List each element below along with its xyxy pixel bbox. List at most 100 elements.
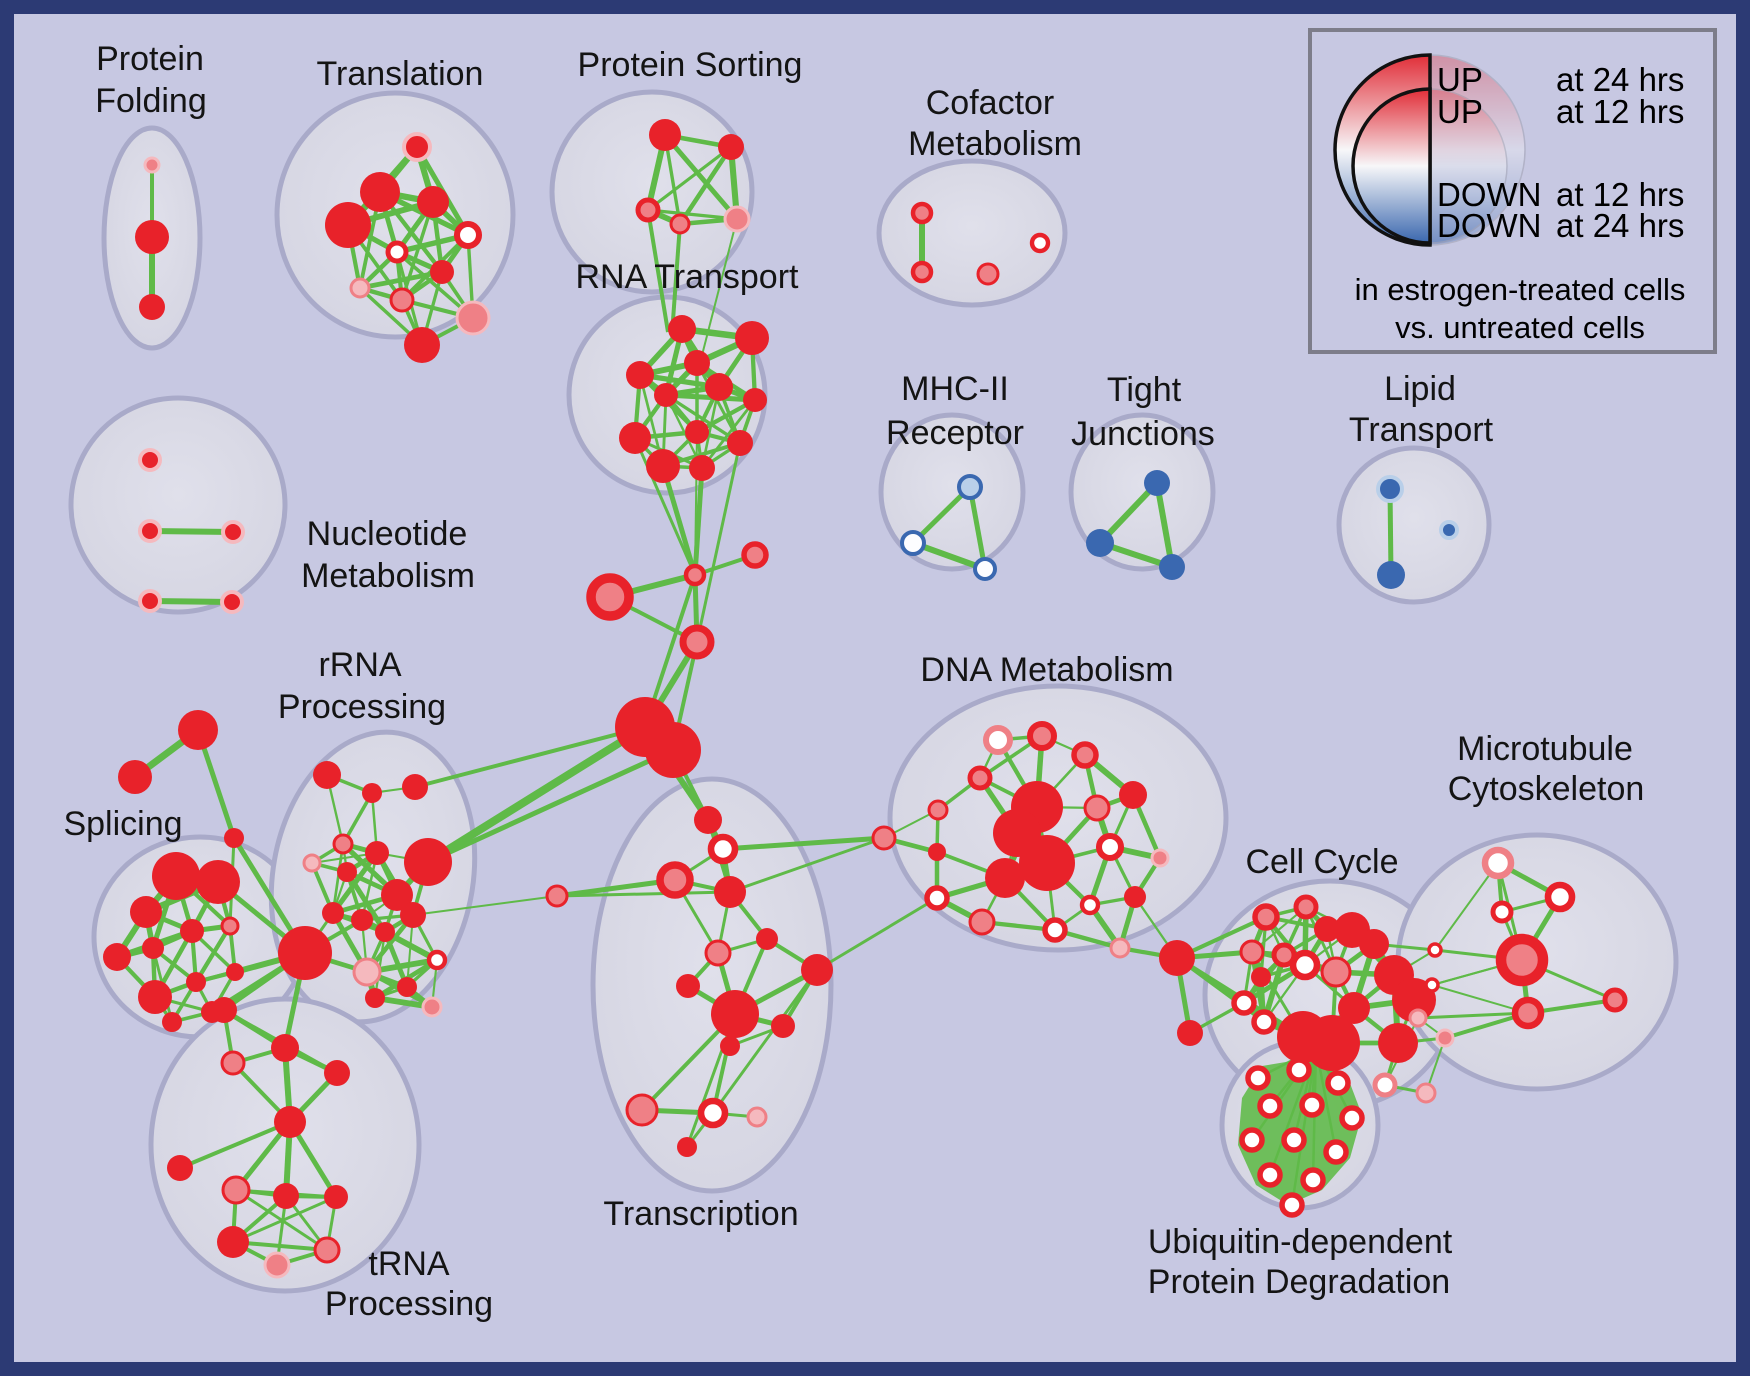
network-node[interactable] xyxy=(118,760,152,794)
network-node[interactable] xyxy=(705,373,733,401)
network-node[interactable] xyxy=(967,765,993,791)
network-node[interactable] xyxy=(645,722,701,778)
network-node[interactable] xyxy=(1314,916,1340,942)
network-node[interactable] xyxy=(1119,781,1147,809)
network-node[interactable] xyxy=(1495,933,1549,987)
network-node[interactable] xyxy=(332,833,354,855)
network-node[interactable] xyxy=(453,220,483,250)
network-node[interactable] xyxy=(397,977,417,997)
network-node[interactable] xyxy=(152,852,200,900)
network-node[interactable] xyxy=(302,853,322,873)
network-node[interactable] xyxy=(362,783,382,803)
network-node[interactable] xyxy=(685,420,709,444)
network-node[interactable] xyxy=(360,172,400,212)
network-node[interactable] xyxy=(697,1097,729,1129)
network-node[interactable] xyxy=(927,799,949,821)
network-node[interactable] xyxy=(426,949,448,971)
network-node[interactable] xyxy=(1339,1105,1365,1131)
network-node[interactable] xyxy=(1279,1192,1305,1218)
network-node[interactable] xyxy=(313,761,341,789)
network-node[interactable] xyxy=(735,321,769,355)
network-node[interactable] xyxy=(1083,794,1111,822)
network-node[interactable] xyxy=(226,963,244,981)
network-node[interactable] xyxy=(677,1137,697,1157)
network-node[interactable] xyxy=(196,860,240,904)
network-node[interactable] xyxy=(924,885,950,911)
network-node[interactable] xyxy=(337,862,357,882)
network-node[interactable] xyxy=(1281,1127,1307,1153)
network-node[interactable] xyxy=(278,926,332,980)
network-node[interactable] xyxy=(220,590,244,614)
network-node[interactable] xyxy=(707,833,739,865)
network-node[interactable] xyxy=(1427,942,1443,958)
network-node[interactable] xyxy=(220,916,240,936)
network-node[interactable] xyxy=(756,928,778,950)
network-node[interactable] xyxy=(404,327,440,363)
network-node[interactable] xyxy=(385,240,409,264)
network-node[interactable] xyxy=(400,902,426,928)
network-node[interactable] xyxy=(801,954,833,986)
network-node[interactable] xyxy=(1029,232,1051,254)
network-node[interactable] xyxy=(1359,929,1389,959)
network-node[interactable] xyxy=(684,350,710,376)
network-node[interactable] xyxy=(1252,903,1280,931)
network-node[interactable] xyxy=(1392,978,1436,1022)
network-node[interactable] xyxy=(186,972,206,992)
network-node[interactable] xyxy=(743,388,767,412)
network-node[interactable] xyxy=(741,541,769,569)
network-node[interactable] xyxy=(683,563,707,587)
network-node[interactable] xyxy=(375,922,395,942)
network-node[interactable] xyxy=(646,449,680,483)
network-node[interactable] xyxy=(910,201,934,225)
network-node[interactable] xyxy=(138,519,162,543)
network-node[interactable] xyxy=(1511,996,1545,1030)
network-node[interactable] xyxy=(455,300,491,336)
network-node[interactable] xyxy=(1323,1139,1349,1165)
network-node[interactable] xyxy=(324,1185,348,1209)
network-node[interactable] xyxy=(1289,949,1321,981)
network-node[interactable] xyxy=(274,1106,306,1138)
network-node[interactable] xyxy=(771,1014,795,1038)
network-node[interactable] xyxy=(1304,1015,1360,1071)
network-node[interactable] xyxy=(985,858,1025,898)
network-node[interactable] xyxy=(910,260,934,284)
network-node[interactable] xyxy=(404,838,452,886)
network-node[interactable] xyxy=(389,287,415,313)
network-node[interactable] xyxy=(1257,1162,1283,1188)
network-node[interactable] xyxy=(142,937,164,959)
network-node[interactable] xyxy=(1338,992,1370,1024)
network-node[interactable] xyxy=(1027,721,1057,751)
network-node[interactable] xyxy=(138,589,162,613)
network-node[interactable] xyxy=(1239,939,1265,965)
network-node[interactable] xyxy=(545,884,569,908)
network-node[interactable] xyxy=(1042,917,1068,943)
network-node[interactable] xyxy=(689,455,715,481)
network-node[interactable] xyxy=(1325,1070,1351,1096)
network-node[interactable] xyxy=(224,828,244,848)
network-node[interactable] xyxy=(1320,956,1352,988)
network-node[interactable] xyxy=(973,557,997,581)
network-node[interactable] xyxy=(626,361,654,389)
network-node[interactable] xyxy=(1299,1092,1325,1118)
network-node[interactable] xyxy=(1544,881,1576,913)
network-node[interactable] xyxy=(694,806,722,834)
network-node[interactable] xyxy=(668,315,696,343)
network-node[interactable] xyxy=(1415,1082,1437,1104)
network-node[interactable] xyxy=(704,939,732,967)
network-node[interactable] xyxy=(1245,1065,1271,1091)
network-node[interactable] xyxy=(676,974,700,998)
network-node[interactable] xyxy=(720,1036,740,1056)
network-node[interactable] xyxy=(162,1012,182,1032)
network-node[interactable] xyxy=(349,277,371,299)
network-node[interactable] xyxy=(957,474,983,500)
network-node[interactable] xyxy=(1071,741,1099,769)
network-node[interactable] xyxy=(1150,848,1170,868)
network-node[interactable] xyxy=(421,996,443,1018)
network-node[interactable] xyxy=(313,1236,341,1264)
network-node[interactable] xyxy=(1159,554,1185,580)
network-node[interactable] xyxy=(167,1155,193,1181)
network-node[interactable] xyxy=(656,861,694,899)
network-node[interactable] xyxy=(1079,894,1101,916)
network-node[interactable] xyxy=(324,1060,350,1086)
network-node[interactable] xyxy=(711,990,759,1038)
